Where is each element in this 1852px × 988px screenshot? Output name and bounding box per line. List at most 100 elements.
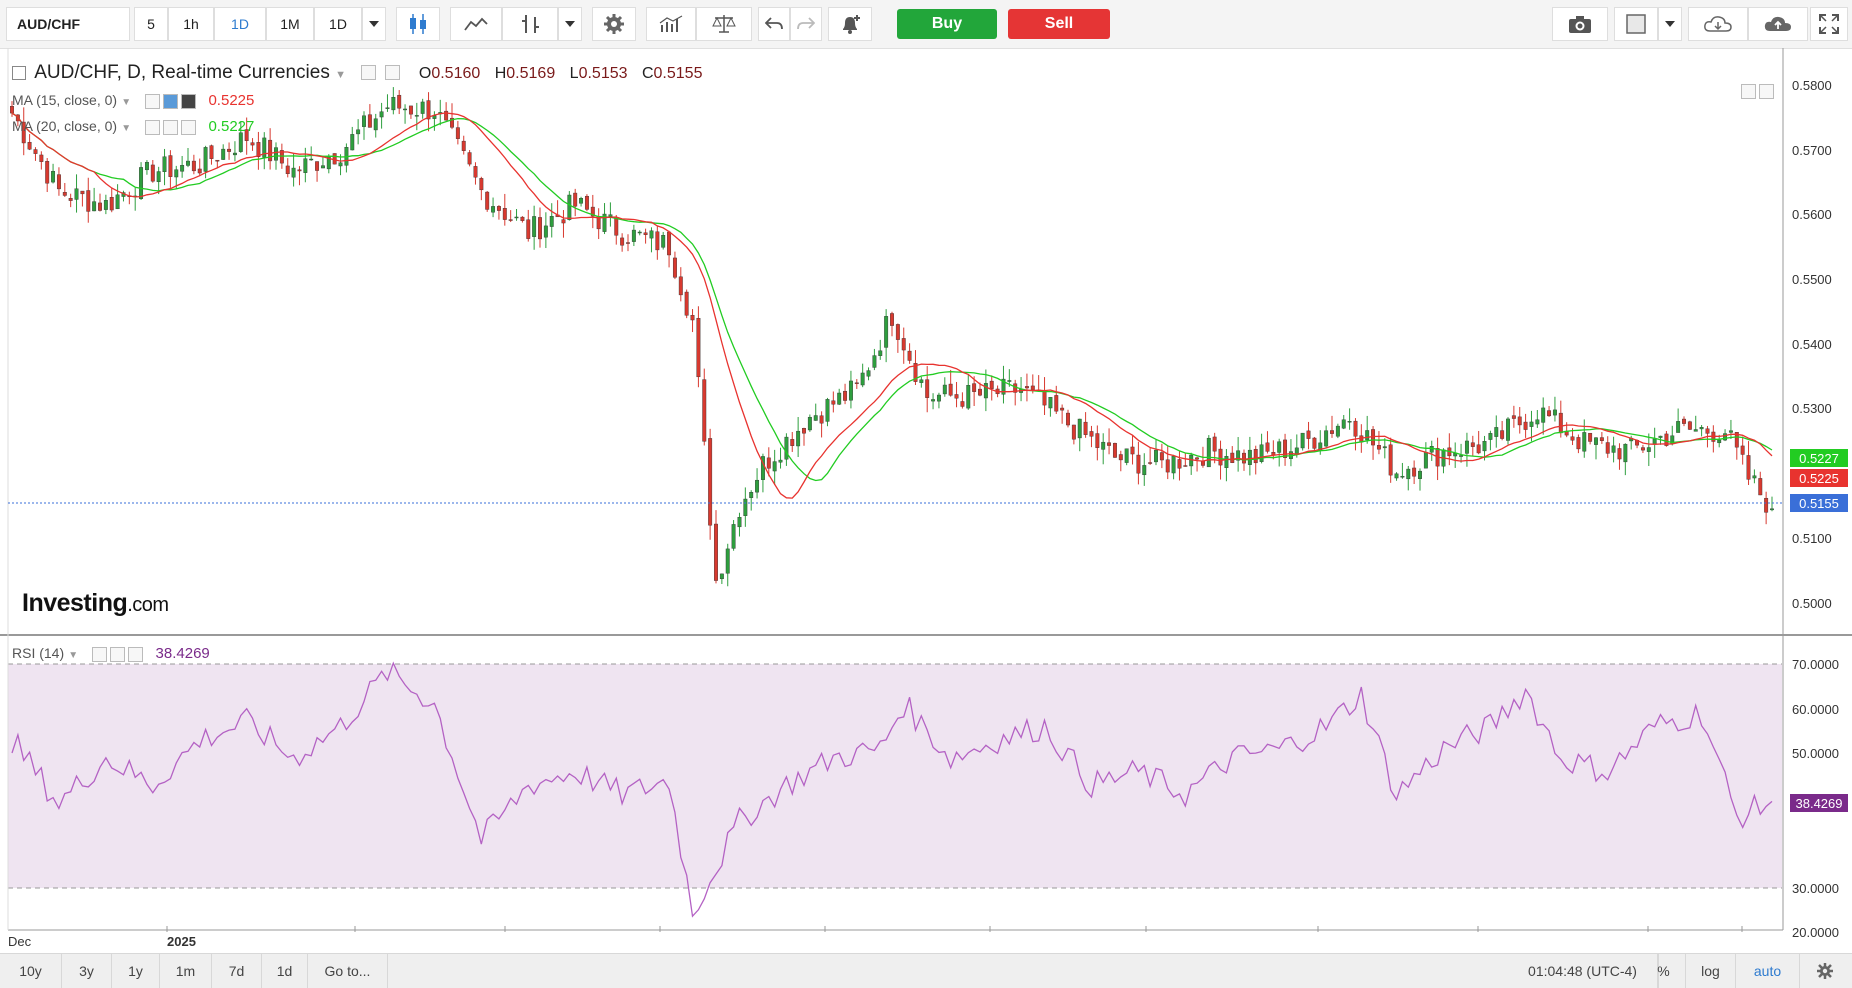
range-1m[interactable]: 1m: [160, 954, 212, 988]
gear-icon[interactable]: [163, 119, 179, 135]
rsi-axis-label: 70.0000: [1792, 657, 1839, 672]
indicators-icon: [659, 15, 683, 32]
close-icon[interactable]: [181, 119, 197, 135]
candle-body: [1183, 465, 1188, 467]
interval-dropdown[interactable]: [362, 7, 386, 41]
range-7d[interactable]: 7d: [212, 954, 262, 988]
interval-custom[interactable]: 1D: [314, 7, 362, 41]
rsi-line: [11, 661, 1773, 918]
fullscreen-button[interactable]: [1810, 7, 1848, 41]
range-1d[interactable]: 1d: [262, 954, 308, 988]
collapse-icon[interactable]: [12, 65, 26, 80]
candle-body: [62, 192, 67, 196]
save-chart-button[interactable]: [1748, 7, 1808, 41]
bell-add-icon: [843, 15, 860, 34]
candle-body: [1682, 418, 1686, 424]
visibility-icon[interactable]: [361, 65, 377, 81]
candle-body: [51, 170, 56, 183]
chart-type-dropdown[interactable]: [558, 7, 582, 41]
chevron-down-icon[interactable]: ▼: [335, 69, 347, 81]
redo-button[interactable]: [790, 7, 822, 41]
visibility-icon[interactable]: [145, 119, 161, 135]
line-chart-button[interactable]: [450, 7, 502, 41]
close-icon[interactable]: [181, 93, 197, 109]
screenshot-button[interactable]: [1552, 7, 1608, 41]
percent-toggle[interactable]: %: [1642, 954, 1686, 988]
settings-button[interactable]: [592, 7, 636, 41]
chevron-down-icon[interactable]: ▼: [68, 650, 79, 661]
candle-body: [561, 219, 566, 224]
candle-body: [1294, 447, 1299, 455]
candle-body: [1740, 445, 1745, 455]
candle-body: [931, 399, 936, 402]
log-toggle[interactable]: log: [1686, 954, 1736, 988]
high-label: H: [494, 65, 507, 82]
candle-body: [426, 100, 431, 120]
auto-toggle[interactable]: auto: [1736, 954, 1800, 988]
info-icon[interactable]: [1741, 83, 1756, 99]
candle-body: [309, 158, 314, 161]
price-chart[interactable]: [0, 48, 1852, 953]
candle-body: [80, 190, 85, 195]
candle-body: [1705, 428, 1710, 434]
load-chart-button[interactable]: [1688, 7, 1748, 41]
candle-body: [320, 165, 325, 169]
bar-type-button[interactable]: [502, 7, 558, 41]
logo-suffix: .com: [127, 594, 169, 616]
candle-body: [696, 318, 701, 378]
candle-body: [1265, 442, 1270, 452]
time-axis-label: 2025: [167, 934, 196, 949]
candle-body: [549, 216, 554, 227]
candle-body: [755, 479, 760, 493]
interval-1m[interactable]: 1M: [266, 7, 314, 41]
candle-body: [215, 159, 220, 162]
buy-button[interactable]: Buy: [897, 9, 997, 39]
indicators-button[interactable]: [646, 7, 696, 41]
gear-icon[interactable]: [110, 646, 126, 662]
candle-body: [508, 219, 513, 221]
candle-body: [608, 214, 613, 217]
candle-body: [1095, 433, 1100, 448]
interval-1h[interactable]: 1h: [168, 7, 214, 41]
chevron-down-icon[interactable]: ▼: [121, 97, 132, 108]
range-10y[interactable]: 10y: [0, 954, 62, 988]
candle-body: [1154, 449, 1158, 463]
undo-button[interactable]: [758, 7, 790, 41]
symbol-input[interactable]: AUD/CHF: [6, 7, 130, 41]
range-3y[interactable]: 3y: [62, 954, 112, 988]
chevron-down-icon[interactable]: ▼: [121, 123, 132, 134]
compare-button[interactable]: [696, 7, 752, 41]
range-1y[interactable]: 1y: [112, 954, 160, 988]
alert-button[interactable]: [828, 7, 872, 41]
layout-button[interactable]: [1614, 7, 1658, 41]
gear-icon[interactable]: [163, 93, 179, 109]
candle-body: [86, 190, 91, 212]
visibility-icon[interactable]: [92, 646, 108, 662]
visibility-icon[interactable]: [145, 93, 161, 109]
close-icon[interactable]: [128, 646, 144, 662]
candle-body: [989, 380, 994, 389]
candle-body: [690, 315, 695, 321]
gear-icon[interactable]: [384, 65, 400, 81]
candle-body: [1482, 441, 1487, 452]
chart-area[interactable]: 0.5800 0.5700 0.5600 0.5500 0.5400 0.530…: [0, 48, 1852, 953]
candles: [10, 87, 1774, 587]
goto-button[interactable]: Go to...: [308, 954, 388, 988]
sell-button[interactable]: Sell: [1008, 9, 1110, 39]
menu-icon[interactable]: [1759, 83, 1774, 99]
layout-dropdown[interactable]: [1658, 7, 1682, 41]
interval-1d[interactable]: 1D: [214, 7, 266, 41]
candles-chart-button[interactable]: [396, 7, 440, 41]
candle-body: [649, 230, 654, 239]
scale-settings-button[interactable]: [1800, 954, 1850, 988]
candle-body: [895, 324, 900, 340]
ma20-price-tag: 0.5227: [1790, 449, 1848, 467]
interval-5[interactable]: 5: [134, 7, 168, 41]
candle-body: [1324, 430, 1329, 447]
scales-icon: [712, 15, 736, 33]
rsi-axis-label: 30.0000: [1792, 881, 1839, 896]
candle-body: [1400, 475, 1405, 478]
candle-body: [450, 117, 454, 128]
candle-body: [1594, 437, 1598, 445]
rsi-legend: RSI (14) ▼ 38.4269: [12, 645, 210, 662]
